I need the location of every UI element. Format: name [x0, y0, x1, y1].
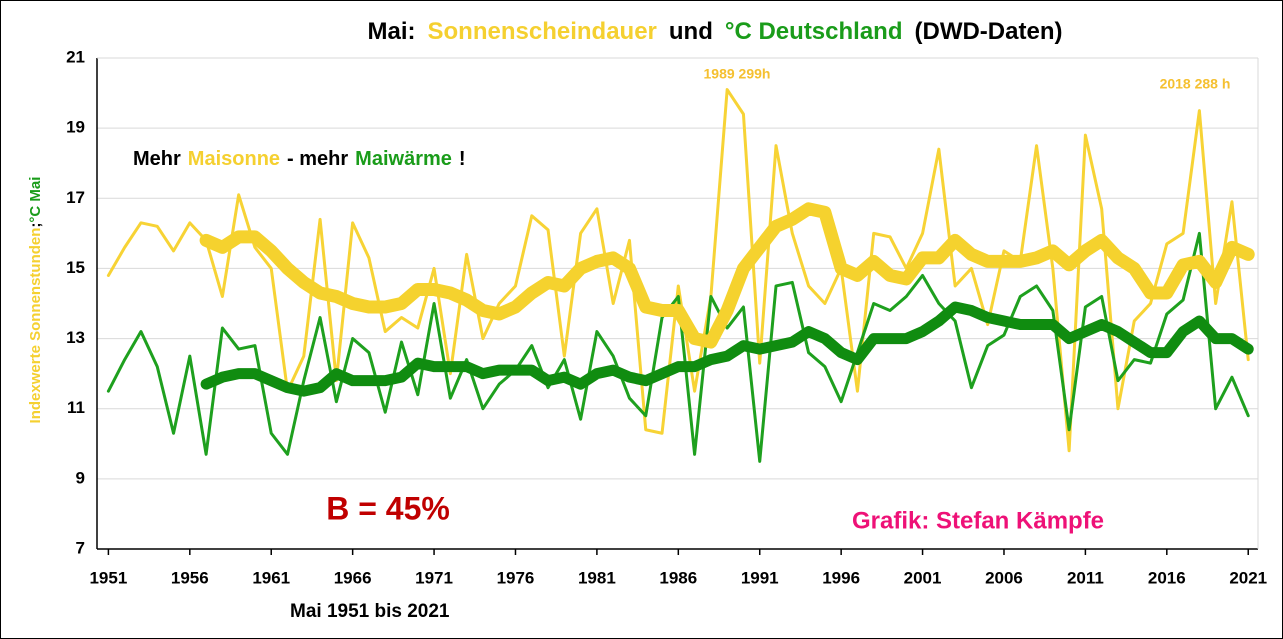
y-tick-label: 9: [76, 468, 85, 487]
x-tick-label: 2006: [985, 568, 1023, 587]
subtitle-part: Maiwärme: [355, 148, 452, 170]
x-tick-label: 2016: [1148, 568, 1186, 587]
y-tick-label: 21: [66, 47, 85, 66]
x-tick-label: 1961: [252, 568, 290, 587]
y-label-part: °C Mai: [27, 177, 44, 223]
x-tick-label: 1981: [578, 568, 616, 587]
x-tick-label: 2021: [1229, 568, 1267, 587]
series-line: [200, 301, 1254, 397]
annotation: 1989 299h: [704, 66, 771, 82]
title: Mai: Sonnenscheindauer und °C Deutschland (D…: [368, 18, 1063, 45]
y-tick-label: 17: [66, 188, 85, 207]
y-label-part: Indexwerte Sonnenstunden: [27, 228, 44, 424]
x-tick-label: 1996: [822, 568, 860, 587]
title-part: Mai:: [368, 18, 416, 45]
series-line: [106, 231, 1250, 463]
subtitle-part: Maisonne: [188, 148, 280, 170]
x-axis-label: Mai 1951 bis 2021: [290, 601, 450, 622]
subtitle: Mehr Maisonne - mehr Maiwärme!: [133, 148, 466, 170]
annotation: B = 45%: [326, 490, 450, 526]
y-tick-label: 13: [66, 328, 85, 347]
y-label-part: ;: [27, 223, 44, 228]
x-tick-label: 1991: [741, 568, 779, 587]
subtitle-part: - mehr: [287, 148, 348, 170]
annotation: Grafik: Stefan Kämpfe: [852, 507, 1104, 534]
title-part: °C Deutschland: [725, 18, 903, 45]
x-tick-label: 2011: [1067, 568, 1104, 587]
y-tick-label: 19: [66, 118, 85, 137]
title-part: (DWD-Daten): [915, 18, 1063, 45]
x-tick-label: 2001: [904, 568, 942, 587]
title-part: und: [669, 18, 713, 45]
series-line: [199, 202, 1255, 349]
y-tick-label: 11: [67, 398, 85, 417]
subtitle-part: Mehr: [133, 148, 181, 170]
y-tick-label: 15: [66, 258, 85, 277]
x-tick-label: 1986: [659, 568, 697, 587]
annotation: 2018 288 h: [1160, 76, 1231, 92]
x-tick-label: 1951: [89, 568, 127, 587]
y-label: Indexwerte Sonnenstunden;°C Mai: [27, 177, 44, 424]
x-tick-label: 1976: [497, 568, 535, 587]
x-tick-label: 1966: [334, 568, 372, 587]
x-tick-label: 1956: [171, 568, 209, 587]
title-part: Sonnenscheindauer: [428, 18, 657, 45]
subtitle-part: !: [459, 148, 466, 170]
y-tick-label: 7: [76, 538, 85, 557]
x-tick-label: 1971: [415, 568, 453, 587]
